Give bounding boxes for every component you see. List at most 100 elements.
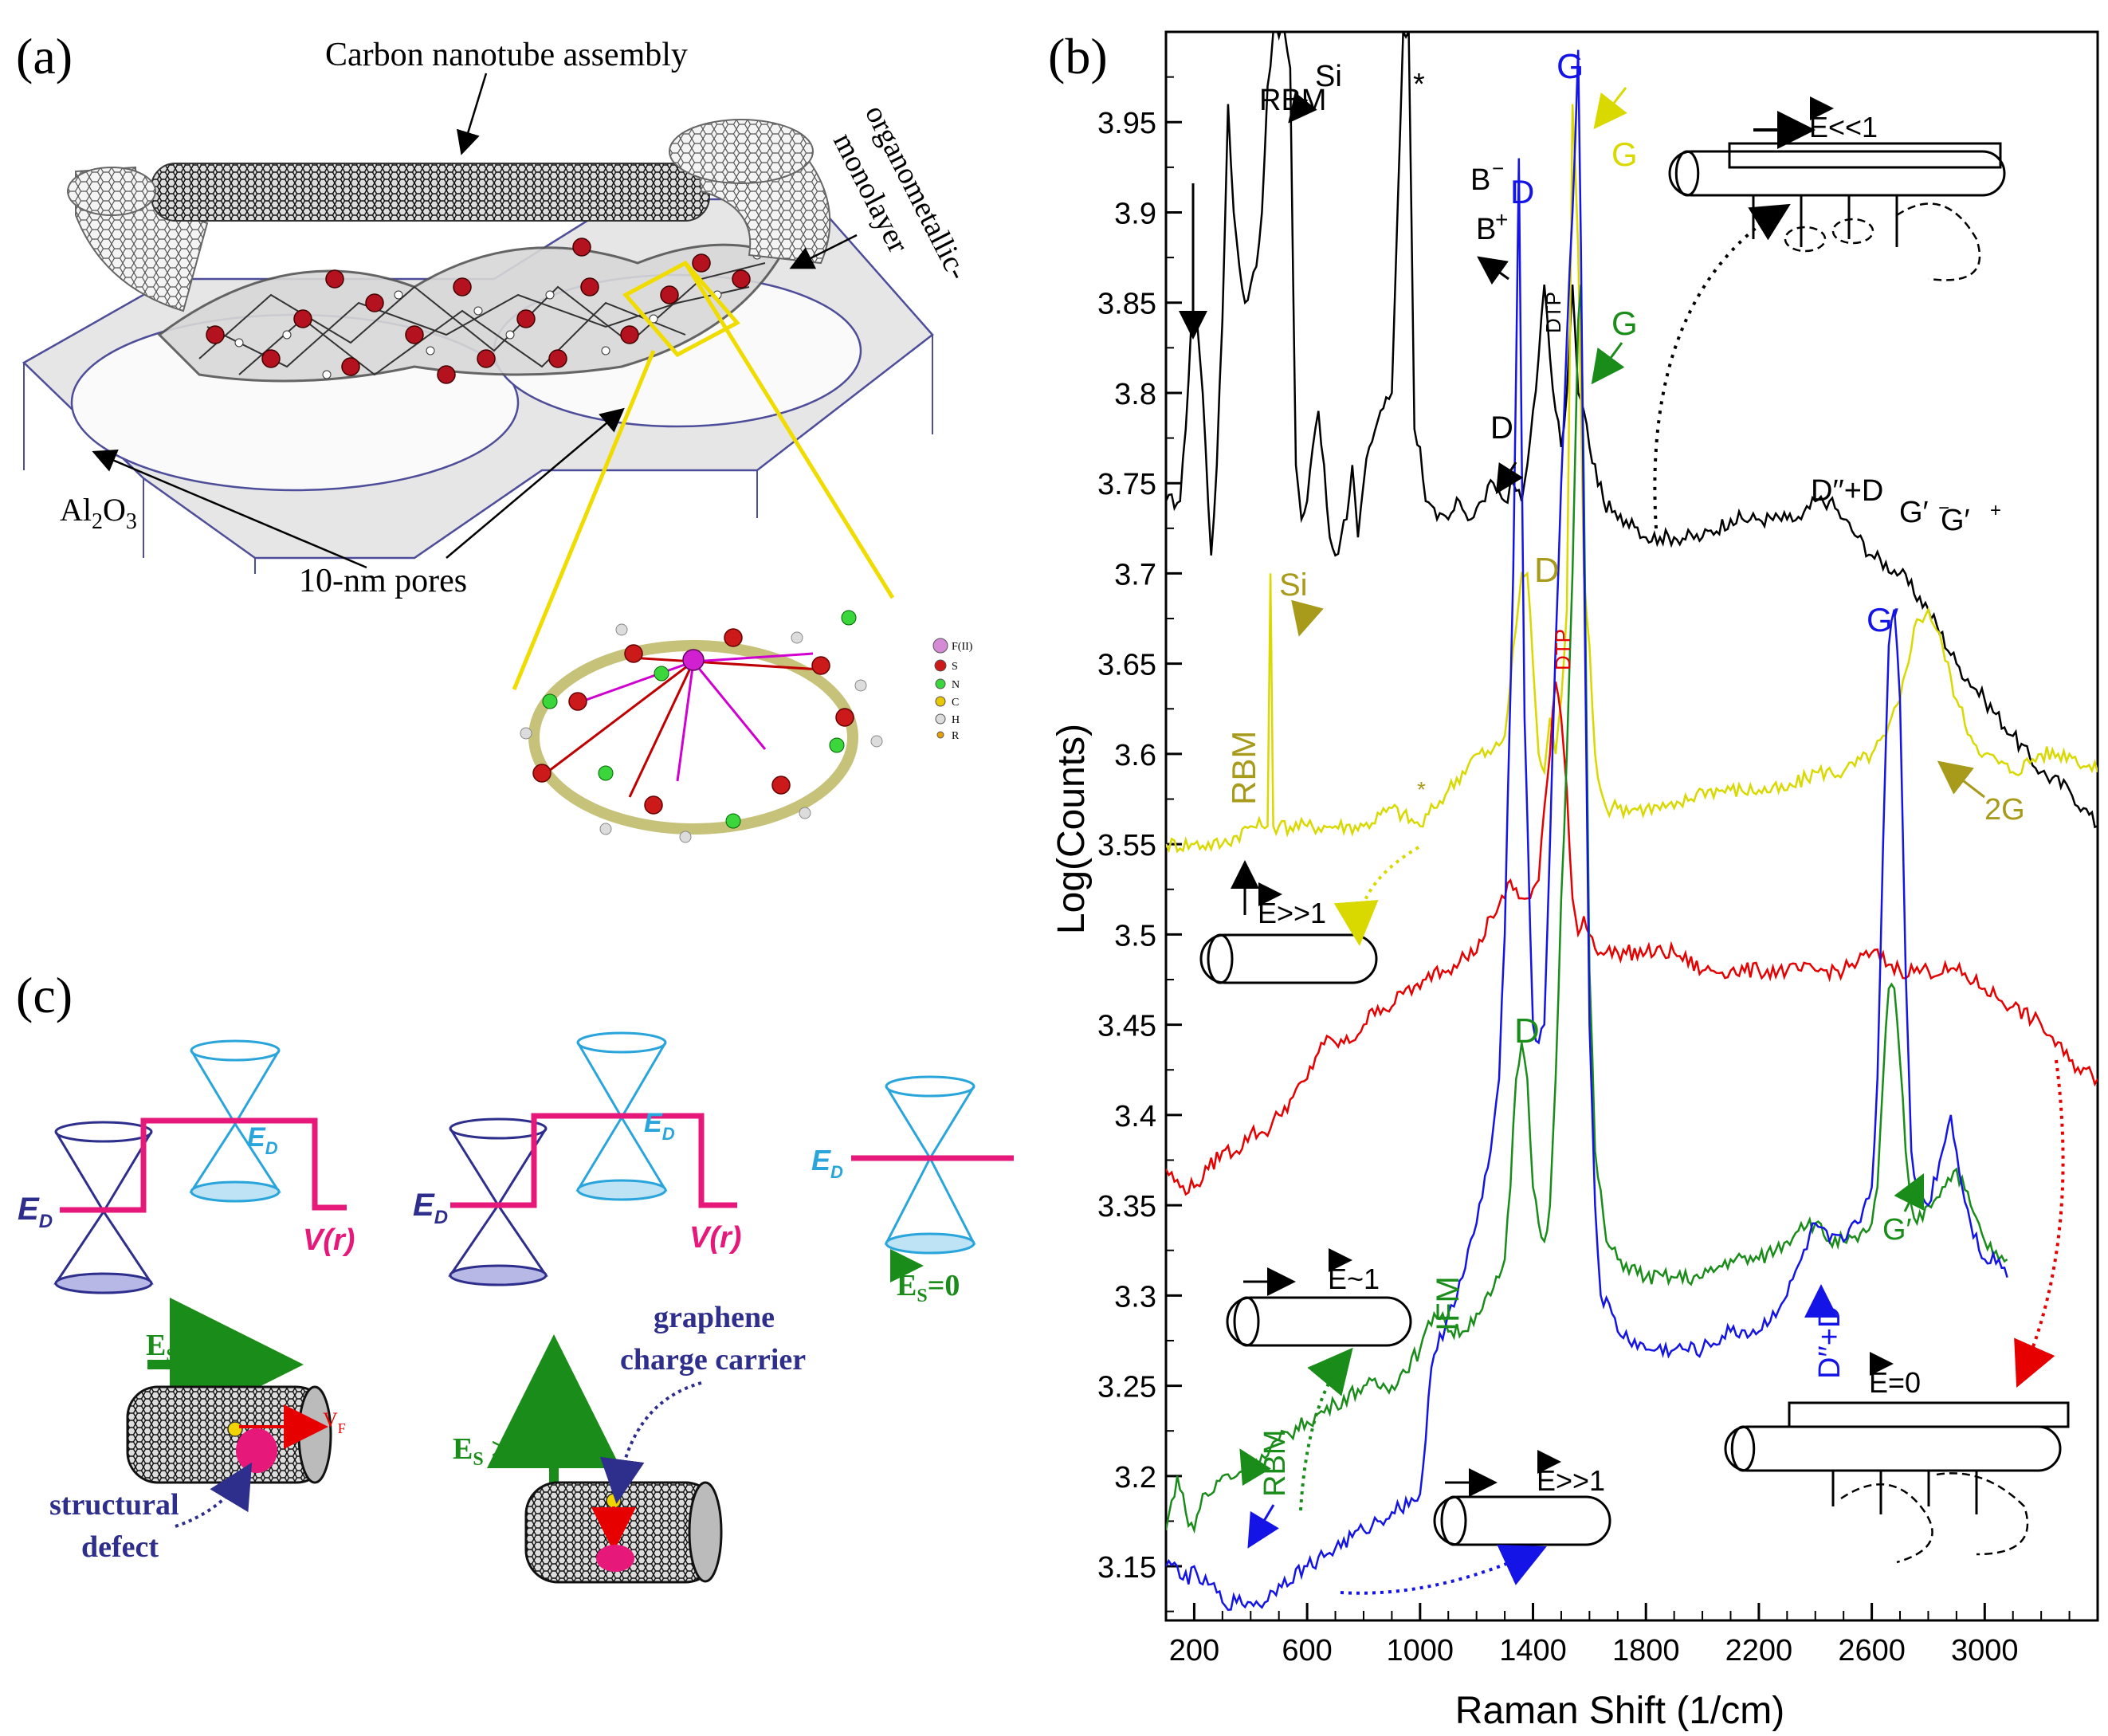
chart-insets: E<<1 E>>1 E~1 E>>1 E=0 bbox=[1199, 96, 2070, 1595]
annotation-10: G′ bbox=[1899, 496, 1929, 529]
x-tick-label: 1000 bbox=[1387, 1634, 1454, 1667]
y-tick-label: 3.2 bbox=[1114, 1461, 1156, 1494]
structural-defect-label-1: structural bbox=[49, 1488, 179, 1522]
annotation-25: D bbox=[1514, 1011, 1540, 1051]
annotation-arrow-10 bbox=[1239, 1448, 1271, 1487]
inset-hex-top bbox=[1784, 202, 1981, 281]
annotation-arrow-2 bbox=[1477, 256, 1509, 285]
y-tick-label: 3.6 bbox=[1114, 739, 1156, 772]
annotation-dtp-red: DTP bbox=[1551, 629, 1575, 670]
inset-bundle-bottom bbox=[1788, 1401, 2070, 1428]
ed-label-2b: ED bbox=[644, 1108, 675, 1144]
graphene-carrier-label-2: charge carrier bbox=[620, 1343, 806, 1377]
structural-defect-label-2: defect bbox=[81, 1530, 159, 1564]
nanotube-assembly bbox=[67, 119, 831, 312]
y-tick-label: 3.3 bbox=[1114, 1280, 1156, 1314]
panel-a-label: (a) bbox=[16, 28, 73, 84]
annotation-18: Si bbox=[1279, 568, 1308, 603]
annotation-2: * bbox=[1413, 68, 1425, 101]
annotation-arrow-3 bbox=[1495, 461, 1524, 495]
annotation-arrow-8 bbox=[1894, 1172, 1925, 1212]
annotation-1: Si bbox=[1315, 60, 1342, 93]
annotation-arrow-5 bbox=[1591, 342, 1625, 385]
zoom-box bbox=[622, 260, 740, 358]
legend-h: H bbox=[952, 714, 960, 726]
y-tick-label: 3.8 bbox=[1114, 378, 1156, 411]
graphene-carrier-label-1: graphene bbox=[654, 1301, 775, 1334]
ed-label-2a: ED bbox=[413, 1188, 448, 1228]
field-label-e-ll1: E<<1 bbox=[1809, 111, 1878, 143]
inset-bundle-top bbox=[1728, 142, 2002, 169]
annotation-14: B bbox=[1470, 163, 1490, 197]
annotation-7: G bbox=[1611, 304, 1638, 342]
vf-label: VF bbox=[323, 1408, 346, 1436]
annotation-17: + bbox=[1495, 207, 1508, 232]
x-tick-label: 2200 bbox=[1725, 1634, 1793, 1667]
potential-line-2 bbox=[450, 1113, 737, 1208]
inset-tube-bottom-end bbox=[1730, 1425, 1756, 1472]
y-axis-label: Log(Counts) bbox=[1050, 724, 1093, 934]
y-tick-label: 3.95 bbox=[1097, 107, 1156, 140]
inset-link-red bbox=[2014, 1059, 2065, 1388]
inset-tube-green-body bbox=[1226, 1296, 1412, 1347]
field-label-e-zero: E=0 bbox=[1869, 1366, 1921, 1399]
y-tick-label: 3.15 bbox=[1097, 1551, 1156, 1585]
annotation-arrow-11 bbox=[1247, 1504, 1279, 1549]
vr-label-2: V(r) bbox=[689, 1221, 741, 1255]
annotation-24: 2G bbox=[1984, 793, 2025, 827]
panel-a: (a) Carbon nanotube assembly bbox=[16, 28, 975, 843]
organometallic-monolayer bbox=[157, 238, 783, 384]
field-label-e-gg1-vertical: E>>1 bbox=[1258, 897, 1326, 929]
y-tick-label: 3.4 bbox=[1114, 1100, 1156, 1133]
x-tick-label: 1400 bbox=[1499, 1634, 1567, 1667]
annotation-ifm: IFM bbox=[1431, 1276, 1466, 1331]
annotation-8: D bbox=[1490, 410, 1513, 446]
annotation-arrow-6 bbox=[1593, 87, 1627, 130]
inset-tube-blue-end bbox=[1440, 1495, 1467, 1546]
nanotube-carrier: ES >>1 graphene charge carrier bbox=[453, 1301, 806, 1584]
inset-tube-blue bbox=[1433, 1495, 1611, 1546]
annotation-rbm-green: RBM bbox=[1258, 1430, 1292, 1497]
inset-tube-top-body bbox=[1668, 150, 2006, 197]
pores-arrow-left bbox=[92, 449, 367, 569]
annotation-4: G bbox=[1611, 136, 1638, 173]
annotation-arrow-4 bbox=[1291, 599, 1324, 637]
annotation-23: * bbox=[1417, 777, 1426, 802]
inset-legs-bottom bbox=[1831, 1471, 1978, 1514]
legend-s: S bbox=[952, 661, 958, 673]
al2o3-label: Al2O3 bbox=[60, 492, 137, 534]
dirac-cone-3 bbox=[884, 1075, 976, 1255]
inset-hex-bottom bbox=[1840, 1472, 2029, 1564]
annotation-12: G′ bbox=[1941, 504, 1970, 537]
molecule-ring bbox=[520, 610, 883, 843]
flat-potential: ED ES=0 bbox=[811, 1075, 1014, 1306]
annotation-rbm-yellow: RBM bbox=[1225, 731, 1262, 805]
pores-arrow-right bbox=[446, 407, 625, 559]
y-tick-label: 3.65 bbox=[1097, 649, 1156, 682]
assembly-arrow bbox=[456, 73, 488, 155]
dirac-cone-high-1 bbox=[189, 1039, 281, 1203]
potential-step-1: ED ED V(r) bbox=[18, 1039, 355, 1294]
x-tick-label: 600 bbox=[1282, 1634, 1332, 1667]
es-large-label-2: ES >>1 bbox=[453, 1432, 541, 1470]
annotation-13: + bbox=[1990, 500, 2001, 521]
field-label-e-approx1: E~1 bbox=[1328, 1263, 1380, 1295]
inset-tube-yellow bbox=[1199, 933, 1378, 984]
legend-n: N bbox=[952, 679, 960, 691]
molecule-legend: F(II) S N C H R bbox=[932, 638, 973, 742]
annotation-arrow-1 bbox=[1288, 92, 1317, 124]
annotation-dd-blue: D′′+D bbox=[1813, 1306, 1847, 1379]
panel-b-label: (b) bbox=[1048, 28, 1108, 84]
series-yellow bbox=[1166, 104, 2098, 854]
y-tick-label: 3.45 bbox=[1097, 1010, 1156, 1043]
assembly-label: Carbon nanotube assembly bbox=[325, 37, 688, 73]
annotation-11: − bbox=[1938, 497, 1949, 519]
pores-label: 10-nm pores bbox=[299, 563, 467, 599]
panel-c: (c) ED ED V(r) bbox=[16, 967, 1014, 1584]
inset-link-blue bbox=[1340, 1545, 1547, 1595]
annotation-dtp-black: DTP bbox=[1541, 292, 1565, 333]
annotation-arrow-7 bbox=[1937, 760, 1985, 799]
nanotube-defect: ES >>1 VF structural defect bbox=[49, 1298, 346, 1564]
annotation-16: B bbox=[1476, 213, 1496, 246]
